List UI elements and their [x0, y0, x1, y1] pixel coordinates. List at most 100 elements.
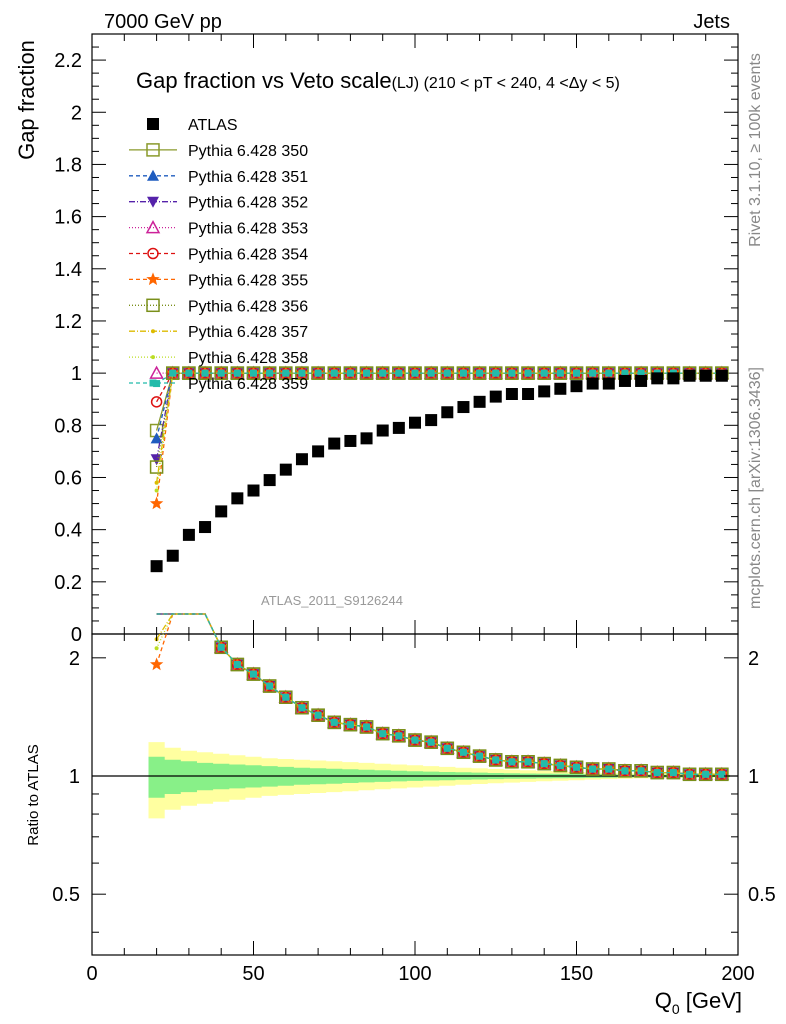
- x-axis-label-main: Q: [655, 988, 672, 1013]
- mc-point: [150, 454, 163, 466]
- y-tick-label: 0.6: [54, 467, 82, 489]
- mc-ratio-point: [217, 643, 225, 651]
- mc-ratio-point: [605, 765, 613, 773]
- mc-ratio-point: [443, 744, 451, 752]
- x-tick-label: 100: [398, 963, 431, 985]
- mc-ratio-point: [476, 752, 484, 760]
- mc-ratio-point: [556, 761, 564, 769]
- atlas-point: [699, 369, 712, 382]
- atlas-point: [683, 369, 696, 382]
- mc-ratio-point: [314, 711, 322, 719]
- mc-ratio-point: [343, 717, 358, 732]
- mc-point: [375, 366, 390, 380]
- ratio-plot-area: [149, 613, 730, 782]
- legend-entry: Pythia 6.428 359: [129, 376, 308, 393]
- atlas-point: [505, 388, 518, 400]
- mc-point: [492, 369, 500, 377]
- ratio-tick-label-right: 0.5: [748, 884, 776, 906]
- mc-ratio-line: [155, 613, 722, 775]
- mc-ratio-point: [553, 758, 568, 773]
- x-tick-label: 50: [242, 963, 264, 985]
- legend-label: Pythia 6.428 357: [188, 324, 308, 341]
- legend-marker: [146, 298, 160, 313]
- legend-entry: Pythia 6.428 357: [129, 324, 308, 341]
- mc-point: [217, 369, 225, 377]
- atlas-point: [425, 414, 438, 427]
- legend-label: Pythia 6.428 358: [188, 350, 308, 367]
- legend-marker: [149, 379, 157, 387]
- mc-ratio-point: [262, 679, 277, 693]
- ratio-tick-label: 1: [69, 766, 80, 788]
- mc-point: [233, 369, 241, 377]
- legend-label: Pythia 6.428 350: [188, 143, 308, 160]
- mc-point: [153, 380, 161, 388]
- legend-marker: [151, 355, 155, 360]
- mc-point: [589, 369, 597, 377]
- legend-marker: [151, 329, 155, 334]
- legend-label: Pythia 6.428 354: [188, 247, 308, 264]
- legend-marker: [147, 169, 159, 181]
- mc-point: [266, 369, 274, 377]
- atlas-point: [570, 380, 583, 393]
- ratio-tick-label-right: 1: [748, 766, 759, 788]
- legend-label: Pythia 6.428 353: [188, 221, 308, 238]
- mc-ratio-point: [250, 670, 257, 678]
- mc-ratio-point: [456, 745, 471, 760]
- mc-point: [250, 369, 257, 377]
- mc-point: [524, 369, 532, 377]
- atlas-point: [312, 445, 325, 458]
- atlas-point: [473, 395, 486, 408]
- atlas-point: [295, 453, 308, 466]
- x-axis-label-sub: 0: [672, 1001, 680, 1017]
- mc-ratio-line: [156, 613, 722, 775]
- mc-point: [395, 369, 403, 377]
- ratio-tick-label: 2: [69, 648, 80, 670]
- legend-marker: [145, 220, 161, 234]
- mc-point: [346, 369, 354, 377]
- mc-ratio-series: [149, 613, 729, 780]
- mc-ratio-point: [489, 753, 503, 767]
- mc-ratio-line: [156, 613, 722, 775]
- mc-point: [150, 396, 163, 408]
- atlas-point: [344, 434, 357, 447]
- mc-ratio-point: [637, 767, 645, 775]
- mc-ratio-point: [589, 765, 597, 773]
- atlas-point: [635, 374, 648, 387]
- legend-entry: Pythia 6.428 354: [129, 247, 308, 264]
- y-axis-label: Gap fraction: [14, 40, 39, 160]
- header-left: 7000 GeV pp: [104, 11, 222, 33]
- atlas-point: [602, 377, 615, 390]
- legend-entry: Pythia 6.428 352: [129, 195, 308, 212]
- mc-point: [166, 366, 180, 380]
- mc-point: [508, 369, 516, 377]
- main-panel: 0 0.2 0.4 0.6 0.8 1 1.2 1.4 1.6 1.8 2 2.2 ATLAS Pyth…: [54, 33, 739, 646]
- legend-label: Pythia 6.428 352: [188, 195, 308, 212]
- atlas-point: [360, 432, 373, 445]
- atlas-point: [522, 388, 535, 400]
- atlas-point: [166, 549, 179, 562]
- atlas-point: [392, 421, 405, 434]
- atlas-point: [586, 377, 599, 390]
- legend-entry: ATLAS: [147, 117, 238, 134]
- legend: ATLAS Pythia 6.428 350 Pythia 6.428 351 Pyt…: [129, 117, 308, 393]
- mc-point: [149, 365, 164, 379]
- mc-ratio-point: [327, 715, 341, 730]
- mc-point: [411, 369, 419, 377]
- mc-point: [459, 369, 467, 377]
- y-tick-label: 1.2: [54, 311, 82, 333]
- mc-ratio-point: [440, 741, 455, 756]
- mc-ratio-point: [330, 718, 338, 726]
- mc-ratio-point: [379, 730, 387, 738]
- ratio-tick-label: 0.5: [52, 884, 80, 906]
- atlas-point: [279, 463, 292, 476]
- atlas-point: [554, 382, 567, 395]
- atlas-point: [182, 528, 195, 541]
- y-tick-label: 0: [71, 624, 82, 646]
- legend-label: Pythia 6.428 355: [188, 272, 308, 289]
- mc-ratio-point: [686, 770, 694, 778]
- legend-marker: [147, 118, 159, 130]
- mc-ratio-point: [427, 738, 435, 746]
- legend-entry: Pythia 6.428 356: [129, 298, 308, 315]
- mc-ratio-point: [621, 767, 629, 775]
- mc-ratio-point: [154, 646, 159, 651]
